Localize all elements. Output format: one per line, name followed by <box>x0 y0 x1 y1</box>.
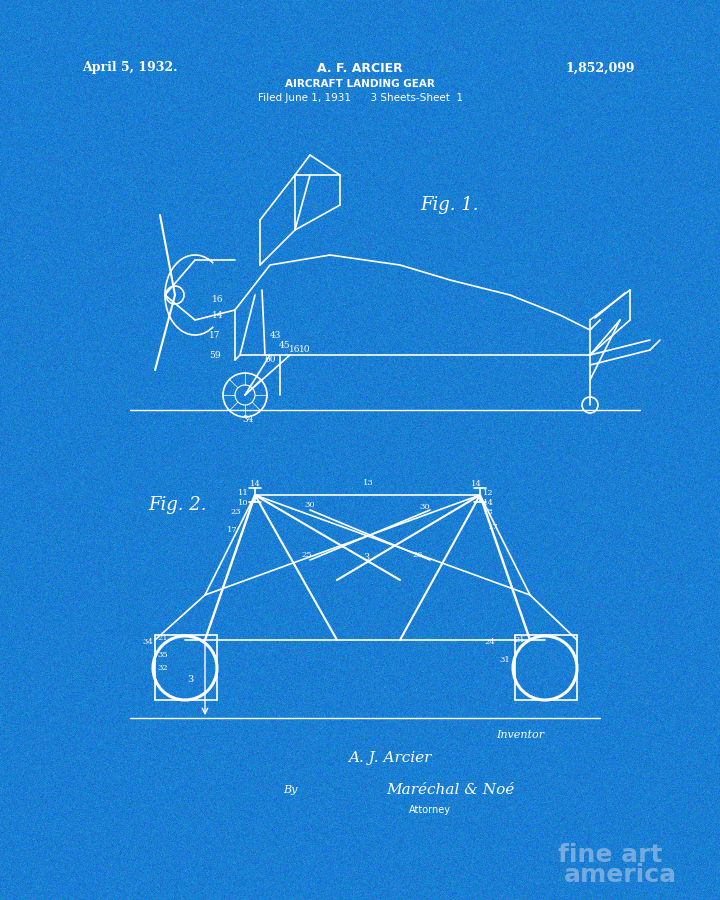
Text: 60: 60 <box>264 356 276 364</box>
Text: AIRCRAFT LANDING GEAR: AIRCRAFT LANDING GEAR <box>285 79 435 89</box>
Text: Fig. 1.: Fig. 1. <box>420 196 480 214</box>
Text: 14: 14 <box>482 499 493 507</box>
Text: 16: 16 <box>289 346 301 355</box>
Text: 31: 31 <box>500 656 510 664</box>
Text: 13: 13 <box>363 479 374 487</box>
Text: 12: 12 <box>482 489 493 497</box>
Text: 10: 10 <box>300 346 311 355</box>
Text: 21: 21 <box>158 634 168 642</box>
Text: 16: 16 <box>212 295 224 304</box>
Text: america: america <box>564 863 677 887</box>
Text: 30: 30 <box>420 503 431 511</box>
Text: 3: 3 <box>187 676 193 685</box>
Text: A. F. ARCIER: A. F. ARCIER <box>317 61 403 75</box>
Text: 34: 34 <box>143 638 153 646</box>
Text: Filed June 1, 1931      3 Sheets-Sheet  1: Filed June 1, 1931 3 Sheets-Sheet 1 <box>258 93 462 103</box>
Text: Attorney: Attorney <box>409 805 451 815</box>
Text: 1,852,099: 1,852,099 <box>565 61 635 75</box>
Text: 14: 14 <box>250 480 261 488</box>
Text: fine art: fine art <box>558 843 662 867</box>
Text: 17: 17 <box>487 523 498 531</box>
Text: 17: 17 <box>210 330 221 339</box>
Text: 34: 34 <box>243 416 253 425</box>
Text: A. J. Arcier: A. J. Arcier <box>348 751 432 765</box>
Text: By: By <box>283 785 297 795</box>
Text: 25: 25 <box>302 551 312 559</box>
Text: 23: 23 <box>230 508 241 516</box>
Text: Maréchal & Noé: Maréchal & Noé <box>386 783 514 797</box>
Text: 11: 11 <box>238 489 248 497</box>
Text: 30: 30 <box>305 501 315 509</box>
Text: Fig. 2.: Fig. 2. <box>149 496 207 514</box>
Text: 43: 43 <box>269 330 281 339</box>
Text: 18: 18 <box>482 508 493 516</box>
Text: 21: 21 <box>515 636 526 644</box>
Text: 32: 32 <box>158 664 168 672</box>
Text: 3: 3 <box>363 554 369 562</box>
Text: 35: 35 <box>158 651 168 659</box>
Text: 45: 45 <box>279 340 291 349</box>
Text: Inventor: Inventor <box>496 730 544 740</box>
Text: 24: 24 <box>485 638 495 646</box>
Text: 59: 59 <box>210 350 221 359</box>
Text: 26: 26 <box>413 551 423 559</box>
Text: April 5, 1932.: April 5, 1932. <box>82 61 178 75</box>
Text: 14: 14 <box>212 310 224 320</box>
Text: 10: 10 <box>238 499 248 507</box>
Text: 14: 14 <box>471 480 482 488</box>
Text: 17: 17 <box>227 526 238 534</box>
